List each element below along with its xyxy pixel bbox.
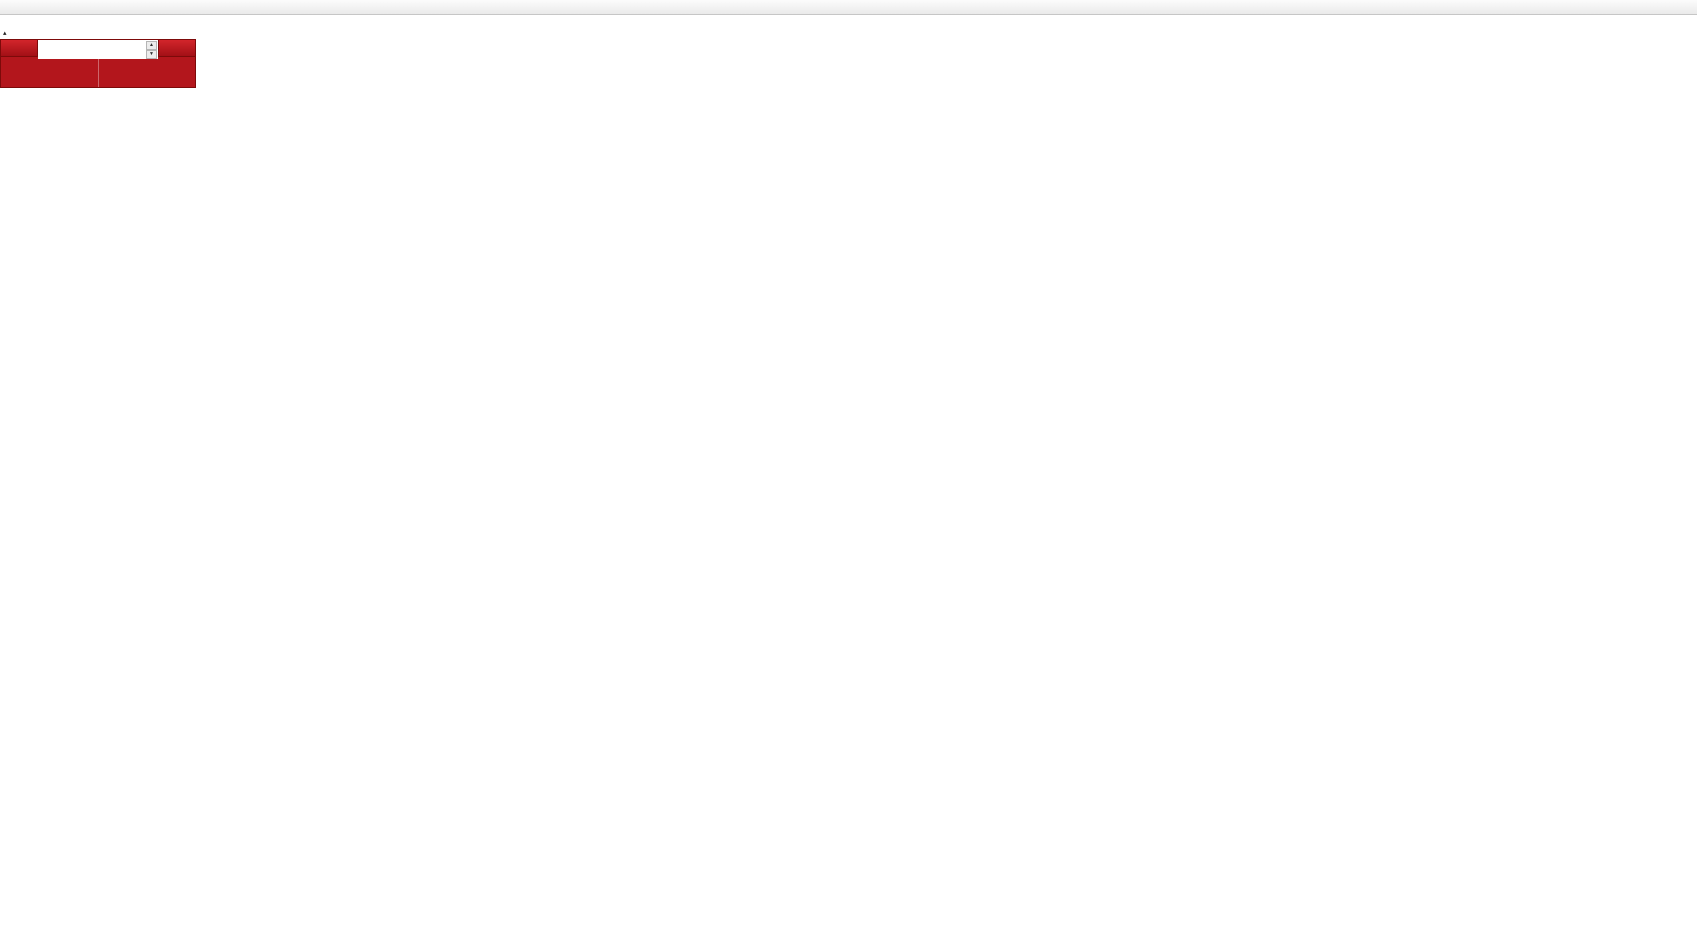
volume-increment-button[interactable]: ▲ xyxy=(146,41,157,50)
volume-decrement-button[interactable]: ▼ xyxy=(146,50,157,59)
volume-field: ▲ ▼ xyxy=(38,40,158,59)
main-toolbar xyxy=(0,0,1697,15)
volume-input[interactable] xyxy=(38,42,158,59)
buy-button[interactable] xyxy=(158,40,195,56)
one-click-trading-panel: ▲ ▼ xyxy=(0,39,196,88)
sell-button[interactable] xyxy=(1,40,38,56)
buy-price-display[interactable] xyxy=(99,57,196,87)
one-click-collapse-icon[interactable]: ▴ xyxy=(3,30,7,37)
sell-price-display[interactable] xyxy=(1,57,99,87)
volume-spinner: ▲ ▼ xyxy=(146,41,157,59)
